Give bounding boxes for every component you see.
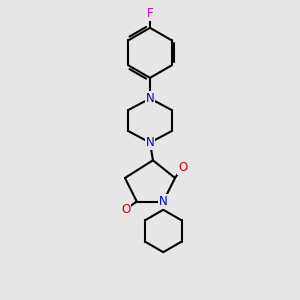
Text: N: N (146, 92, 154, 105)
Text: N: N (159, 195, 168, 208)
Text: F: F (147, 7, 153, 20)
Text: N: N (146, 136, 154, 149)
Text: O: O (121, 202, 130, 216)
Text: O: O (178, 160, 187, 174)
